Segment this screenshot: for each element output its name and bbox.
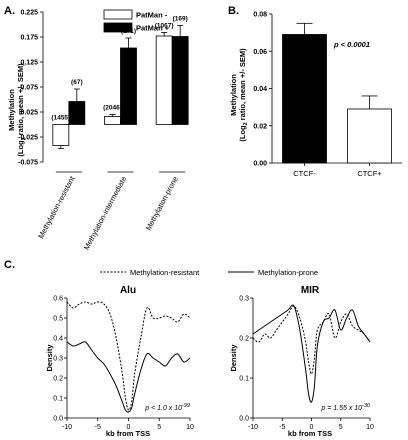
panel-b-category-label: CTCF- bbox=[293, 169, 316, 178]
alu-xtick-label: -5 bbox=[95, 424, 101, 431]
mir-ytick-label: 0.2 bbox=[239, 336, 249, 343]
panel-b-ytick-label: 0.00 bbox=[253, 161, 267, 168]
mir-xtick-label: 5 bbox=[339, 424, 343, 431]
panel-a-category-label: Methylation-prone bbox=[144, 175, 180, 232]
panel-b-category-label: CTCF+ bbox=[357, 169, 382, 178]
panel-a-bar bbox=[171, 36, 189, 125]
panel-a-ytick-label: -0.025 bbox=[18, 135, 38, 142]
alu-ytick-label: 0.5 bbox=[53, 316, 63, 323]
panel-a-ytick-label: -0.075 bbox=[18, 160, 38, 167]
mir-xtick-label: -10 bbox=[248, 424, 258, 431]
panel-a-bar bbox=[120, 47, 137, 125]
panel-a-ylabel-2: (Log2 ratio, mean +/- SEM) bbox=[16, 63, 27, 157]
panel-a-count-label: (2046) bbox=[103, 105, 122, 112]
panel-b-ytick-label: 0.08 bbox=[253, 12, 267, 19]
panel-b-bar bbox=[282, 34, 327, 164]
mir-chart: 0.0 0.1 0.2 0.3 -10 -5 0 5 10 bbox=[239, 296, 374, 432]
panel-a-chart: -0.075 -0.025 0.025 0.075 0.125 0.175 0.225 (14… bbox=[18, 10, 189, 252]
panel-a-bar bbox=[68, 101, 86, 125]
panel-a-count-label: (169) bbox=[173, 16, 188, 23]
panel-a-bar bbox=[52, 124, 70, 146]
mir-ytick-label: 0.0 bbox=[239, 416, 249, 423]
panel-a-count-label: (1067) bbox=[155, 23, 174, 30]
mir-xtick-label: -5 bbox=[279, 424, 285, 431]
mir-series-prone bbox=[252, 304, 371, 403]
mir-xtick-label: 10 bbox=[366, 424, 374, 431]
mir-ytick-label: 0.1 bbox=[239, 376, 249, 383]
legend-label-patman-plus: PatMan + bbox=[136, 24, 170, 33]
alu-ytick-label: 0.4 bbox=[53, 336, 63, 343]
panel-label-a: A. bbox=[4, 5, 15, 17]
alu-ytick-label: 0.3 bbox=[53, 356, 63, 363]
panel-a-ytick-label: 0.125 bbox=[20, 60, 38, 67]
alu-pvalue: p < 1.0 x 10-99 bbox=[144, 403, 190, 412]
alu-series-prone bbox=[66, 341, 191, 413]
panel-b-ylabel-2: (Log2 ratio, mean +/- SEM) bbox=[238, 48, 249, 142]
alu-xtick-label: -10 bbox=[62, 424, 72, 431]
alu-title: Alu bbox=[120, 285, 136, 296]
mir-ylabel: Density bbox=[229, 344, 238, 372]
panel-a-ytick-label: 0.175 bbox=[20, 35, 38, 42]
alu-ylabel: Density bbox=[45, 344, 54, 372]
mir-ytick-label: 0.3 bbox=[239, 296, 249, 303]
mir-title: MIR bbox=[301, 285, 320, 296]
panel-a-ytick-label: 0.025 bbox=[20, 110, 38, 117]
alu-xtick-label: 0 bbox=[127, 424, 131, 431]
panel-a-bar bbox=[104, 116, 121, 125]
panel-a-ytick-label: 0.225 bbox=[20, 10, 38, 17]
alu-xlabel: kb from TSS bbox=[106, 429, 150, 438]
panel-b-ytick-label: 0.04 bbox=[253, 86, 267, 93]
panel-b-chart: 0.00 0.02 0.04 0.06 0.08 CTCF- CTCF+ bbox=[253, 12, 402, 178]
legend-label-patman-minus: PatMan - bbox=[136, 11, 168, 20]
panel-a-ylabel: Methylation bbox=[7, 89, 16, 131]
panel-b-pvalue: p < 0.0001 bbox=[333, 40, 370, 49]
panel-b-ytick-label: 0.06 bbox=[253, 49, 267, 56]
alu-series-resistant bbox=[66, 301, 191, 411]
panel-b-bar bbox=[347, 108, 392, 164]
legend-label-prone: Methylation-prone bbox=[258, 268, 318, 277]
legend-swatch-patman-minus bbox=[103, 9, 133, 20]
alu-ytick-label: 0.6 bbox=[53, 296, 63, 303]
panel-b-ylabel: Methylation bbox=[229, 74, 238, 116]
panel-label-c: C. bbox=[4, 259, 15, 271]
panel-b-ytick-label: 0.02 bbox=[253, 123, 267, 130]
alu-xtick-label: 5 bbox=[157, 424, 161, 431]
panel-a-count-label: (67) bbox=[71, 79, 83, 86]
alu-ytick-label: 0.1 bbox=[53, 396, 63, 403]
alu-ytick-label: 0.0 bbox=[53, 416, 63, 423]
panel-a-category-label: Methylation-resistant bbox=[36, 174, 77, 240]
alu-xtick-label: 10 bbox=[186, 424, 194, 431]
mir-pvalue: p = 1.55 x 10-30 bbox=[320, 403, 371, 412]
legend-swatch-patman-plus bbox=[103, 22, 133, 33]
legend-label-resistant: Methylation-resistant bbox=[130, 268, 200, 277]
panel-label-b: B. bbox=[228, 5, 239, 17]
panel-a-ytick-label: 0.075 bbox=[20, 85, 38, 92]
panel-a-count-label: (1455) bbox=[51, 115, 70, 122]
alu-chart: 0.0 0.1 0.2 0.3 0.4 0.5 0.6 -10 -5 0 5 10 bbox=[53, 296, 194, 432]
alu-ytick-label: 0.2 bbox=[53, 376, 63, 383]
mir-xtick-label: 0 bbox=[310, 424, 314, 431]
panel-a-bar bbox=[155, 35, 173, 125]
panel-a-category-label: Methylation-intermediate bbox=[82, 175, 129, 252]
mir-series-resistant bbox=[252, 305, 371, 375]
mir-xlabel: kb from TSS bbox=[288, 429, 332, 438]
